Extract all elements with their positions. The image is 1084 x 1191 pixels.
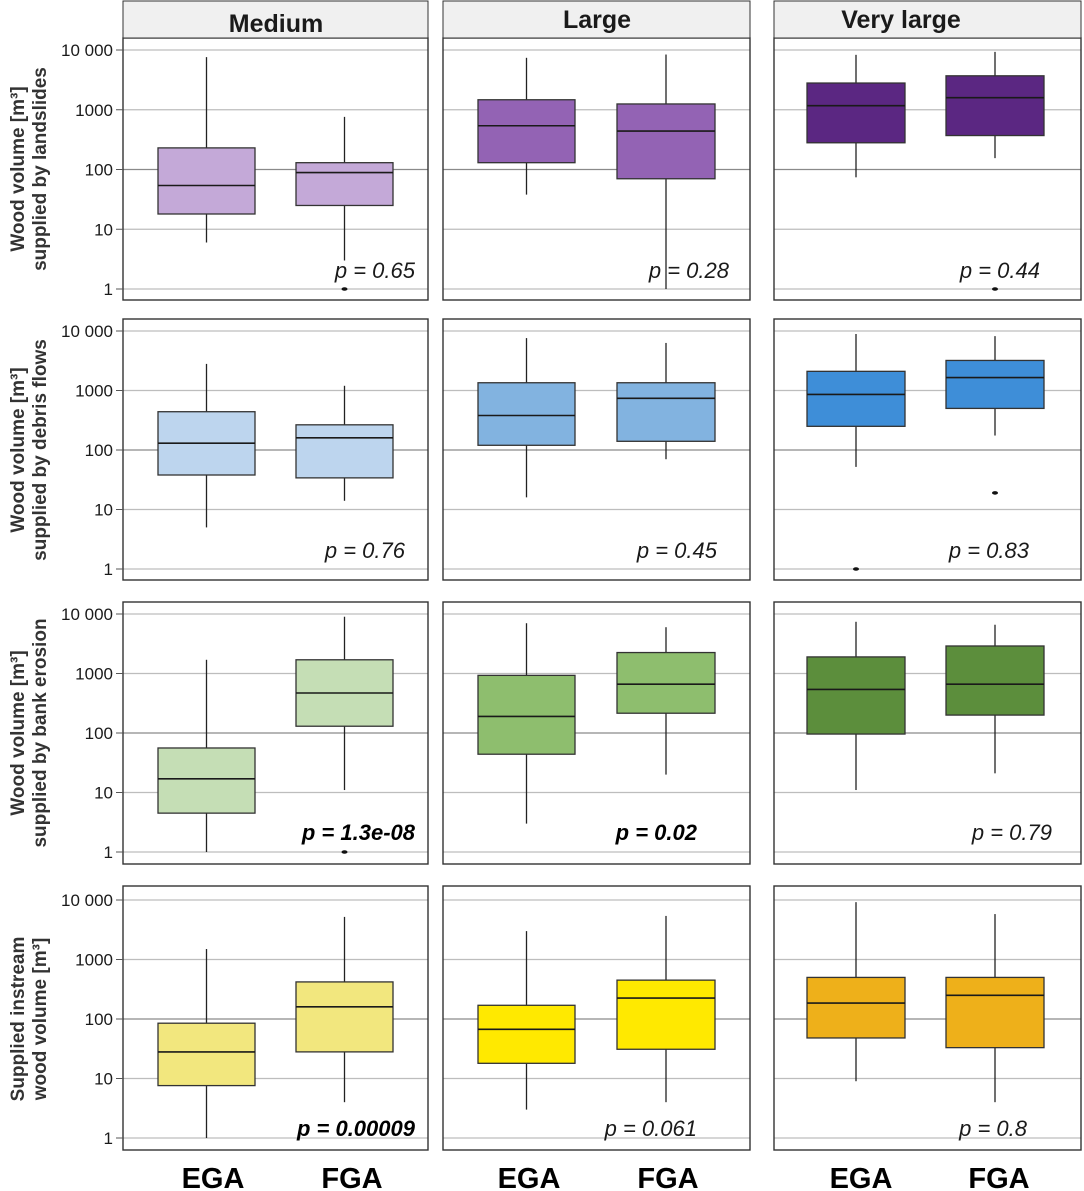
y-tick-label: 1 [104,843,113,862]
box-ega [806,82,906,144]
box-fga [945,976,1045,1049]
strip-header-large [442,0,751,39]
box-fga [616,103,716,180]
outlier-point-fga [341,850,348,854]
panel-frame-very-large [773,885,1082,1151]
y-axis-title-row3-line2: supplied by bank erosion [30,618,51,847]
box-fga [945,359,1045,410]
y-axis-title-row2-line2: supplied by debris flows [30,339,51,561]
box-ega [806,656,906,735]
x-label-very-large-ega: EGA [830,1163,893,1191]
x-label-medium-fga: FGA [321,1163,382,1191]
y-tick-label: 1000 [75,101,113,120]
y-tick-labels-layer: 1 10 100 1000 10 000 1 10 100 1000 10 000 1 10 100 10… [61,41,123,1148]
p-value-label: p = 0.65 [334,258,416,283]
p-value-label: p = 0.44 [959,258,1040,283]
gridlines-layer [123,49,1081,1139]
p-value-labels-layer: p = 0.65 p = 0.28 p = 0.44 p = 0.76 p = 0.45… [296,258,1052,1141]
x-label-large-ega: EGA [498,1163,561,1191]
p-value-label: p = 1.3e-08 [301,820,416,845]
box-ega [477,674,576,755]
box-fga [616,651,716,714]
y-axis-title-row1-line1: Wood volume [m³] [8,86,29,251]
y-tick-label: 10 [94,220,113,239]
y-tick-label: 100 [85,161,113,180]
strip-header-very-large [773,0,1082,39]
box-ega [806,370,906,427]
panel-frame-medium [122,885,429,1151]
y-tick-label: 1000 [75,382,113,401]
outlier-point-fga [341,287,348,291]
p-value-label: p = 0.83 [948,538,1030,563]
y-axis-title-row4-line1: Supplied instream [8,937,29,1102]
p-value-label: p = 0.02 [615,820,698,845]
p-value-label: p = 0.28 [648,258,730,283]
p-value-label: p = 0.8 [958,1116,1028,1141]
x-axis-labels-layer: EGA FGA EGA FGA EGA FGA [182,1163,1030,1191]
box-fga [295,162,394,207]
box-fga [616,382,716,442]
outlier-point-fga [992,287,998,291]
panel-frame-very-large [773,601,1082,865]
y-tick-label: 1 [104,560,113,579]
box-ega [157,1022,256,1087]
y-tick-label: 100 [85,1010,113,1029]
outlier-point-ega [853,567,859,571]
outlier-point-fga [992,491,998,495]
y-axis-title-row4-line2: wood volume [m³] [30,938,51,1102]
box-fga [945,645,1045,716]
box-fga [945,75,1045,137]
y-axis-title-row1-line2: supplied by landslides [30,67,51,271]
x-label-medium-ega: EGA [182,1163,245,1191]
panel-frame-large [442,601,751,865]
y-tick-label: 10 000 [61,322,113,341]
y-tick-label: 10 000 [61,41,113,60]
y-tick-label: 1000 [75,951,113,970]
y-tick-label: 1 [104,280,113,299]
box-ega [157,747,256,814]
y-tick-label: 100 [85,724,113,743]
strip-label-very-large: Very large [841,6,961,34]
box-ega [157,147,256,215]
box-fga [295,424,394,479]
y-axis-title-row2-line1: Wood volume [m³] [8,367,29,532]
strip-header-medium [122,0,429,39]
y-axis-titles-layer: Wood volume [m³] supplied by landslides … [8,67,51,1101]
y-tick-label: 1 [104,1129,113,1148]
box-ega [477,1004,576,1064]
y-tick-label: 1000 [75,665,113,684]
y-axis-title-row3-line1: Wood volume [m³] [8,650,29,815]
strip-label-large: Large [563,6,631,34]
strip-headers-layer: Medium Large Very large [122,0,1082,39]
y-tick-label: 10 000 [61,605,113,624]
boxes-layer [157,51,1045,1138]
panel-frame-very-large [773,318,1082,581]
p-value-label: p = 0.45 [636,538,718,563]
x-label-very-large-fga: FGA [968,1163,1029,1191]
strip-label-medium: Medium [229,10,323,38]
box-fga [616,979,716,1050]
panel-frames-layer [122,37,1082,1151]
y-tick-label: 10 [94,501,113,520]
p-value-label: p = 0.061 [604,1116,697,1141]
p-value-label: p = 0.00009 [296,1116,416,1141]
y-tick-label: 100 [85,441,113,460]
y-tick-label: 10 [94,784,113,803]
panel-frame-large [442,318,751,581]
p-value-label: p = 0.76 [324,538,406,563]
box-ega [806,976,906,1039]
y-tick-label: 10 [94,1070,113,1089]
box-ega [477,382,576,446]
box-ega [477,99,576,164]
panel-frame-large [442,885,751,1151]
p-value-label: p = 0.79 [971,820,1052,845]
x-label-large-fga: FGA [637,1163,698,1191]
y-tick-label: 10 000 [61,891,113,910]
box-fga [295,981,394,1053]
